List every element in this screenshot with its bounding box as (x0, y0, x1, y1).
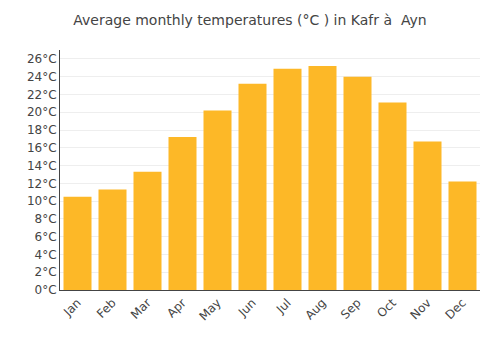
svg-text:2°C: 2°C (35, 265, 57, 279)
svg-text:Jun: Jun (235, 296, 259, 320)
svg-text:Apr: Apr (164, 296, 189, 321)
svg-text:Jul: Jul (273, 296, 294, 317)
svg-text:10°C: 10°C (27, 194, 57, 208)
svg-text:14°C: 14°C (27, 159, 57, 173)
svg-text:18°C: 18°C (27, 123, 57, 137)
svg-text:0°C: 0°C (35, 283, 57, 297)
svg-text:Dec: Dec (443, 296, 469, 322)
svg-text:12°C: 12°C (27, 177, 57, 191)
svg-text:Jan: Jan (60, 296, 84, 320)
svg-text:Nov: Nov (407, 296, 433, 322)
svg-text:8°C: 8°C (35, 212, 57, 226)
svg-text:24°C: 24°C (27, 70, 57, 84)
svg-text:Aug: Aug (302, 296, 328, 322)
svg-text:6°C: 6°C (35, 230, 57, 244)
svg-text:Average monthly temperatures (: Average monthly temperatures (°C ) in Ka… (73, 12, 426, 28)
svg-text:Mar: Mar (128, 296, 154, 322)
svg-text:Sep: Sep (338, 296, 364, 322)
svg-text:26°C: 26°C (27, 52, 57, 66)
svg-text:May: May (196, 296, 223, 323)
svg-text:22°C: 22°C (27, 88, 57, 102)
svg-text:4°C: 4°C (35, 248, 57, 262)
svg-text:16°C: 16°C (27, 141, 57, 155)
svg-text:20°C: 20°C (27, 105, 57, 119)
svg-text:Oct: Oct (374, 296, 399, 321)
svg-text:Feb: Feb (94, 296, 119, 321)
